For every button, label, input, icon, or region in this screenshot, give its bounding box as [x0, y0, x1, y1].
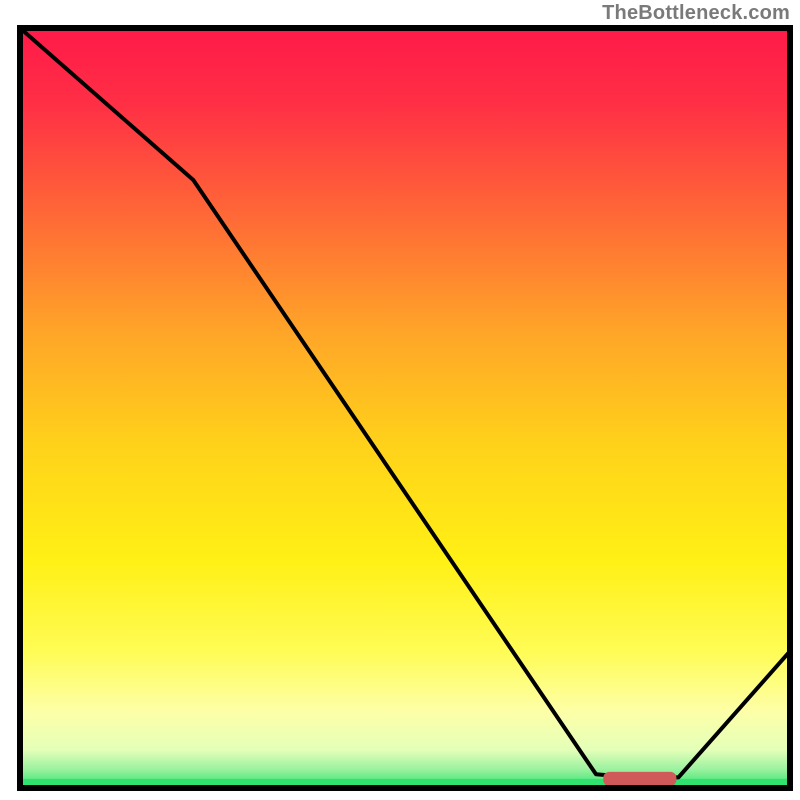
- main-plot: [0, 0, 800, 800]
- gradient-background: [20, 28, 790, 788]
- valley-marker: [603, 772, 676, 786]
- chart-container: TheBottleneck.com: [0, 0, 800, 800]
